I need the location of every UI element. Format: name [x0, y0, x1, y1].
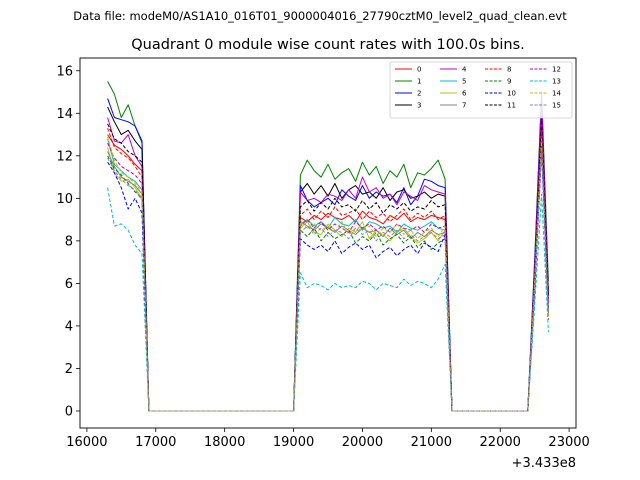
y-tick-label: 6 [65, 277, 73, 292]
y-tick-label: 12 [56, 149, 73, 164]
x-tick-label: 21000 [411, 435, 452, 450]
x-tick-label: 17000 [135, 435, 176, 450]
x-tick-label: 23000 [548, 435, 589, 450]
y-tick-label: 0 [65, 404, 73, 419]
figure-suptitle: Data file: modeM0/AS1A10_016T01_90000040… [73, 9, 567, 23]
legend-label-1: 1 [417, 78, 421, 86]
y-tick-label: 4 [65, 319, 73, 334]
series-layer [107, 81, 549, 412]
chart-title: Quadrant 0 module wise count rates with … [131, 37, 525, 53]
legend-label-3: 3 [417, 102, 421, 110]
legend-label-8: 8 [507, 66, 511, 74]
legend-label-12: 12 [552, 66, 561, 74]
series-line-15 [107, 148, 549, 412]
y-tick-label: 10 [56, 192, 73, 207]
legend-label-14: 14 [552, 90, 561, 98]
y-tick-label: 16 [56, 64, 73, 79]
y-tick-label: 8 [65, 234, 73, 249]
series-line-10 [107, 151, 549, 412]
legend-label-2: 2 [417, 90, 421, 98]
legend-frame [389, 61, 573, 119]
x-tick-label: 22000 [480, 435, 521, 450]
x-tick-label: 19000 [273, 435, 314, 450]
x-axis: 16000 17000 18000 19000 20000 21000 22000 23000 [66, 428, 590, 450]
legend-label-7: 7 [462, 102, 466, 110]
plot-area: 16000 17000 18000 19000 20000 21000 22000 23000… [56, 57, 590, 450]
legend-label-13: 13 [552, 78, 561, 86]
plot-border [79, 57, 577, 429]
series-line-9 [107, 142, 549, 412]
legend-label-10: 10 [507, 90, 516, 98]
legend-label-11: 11 [507, 102, 516, 110]
legend-label-0: 0 [417, 66, 421, 74]
x-axis-offset-label: +3.433e8 [512, 456, 576, 471]
x-tick-label: 20000 [342, 435, 383, 450]
x-tick-label: 16000 [66, 435, 107, 450]
plot-background [80, 58, 576, 428]
y-tick-label: 14 [56, 107, 73, 122]
legend-label-9: 9 [507, 78, 511, 86]
legend-label-4: 4 [462, 66, 467, 74]
y-axis: 0 2 4 6 8 10 12 14 16 [56, 64, 80, 419]
series-line-8 [107, 123, 549, 412]
y-tick-label: 2 [65, 362, 73, 377]
legend-label-15: 15 [552, 102, 561, 110]
legend-label-5: 5 [462, 78, 466, 86]
legend-label-6: 6 [462, 90, 467, 98]
x-tick-label: 18000 [204, 435, 245, 450]
